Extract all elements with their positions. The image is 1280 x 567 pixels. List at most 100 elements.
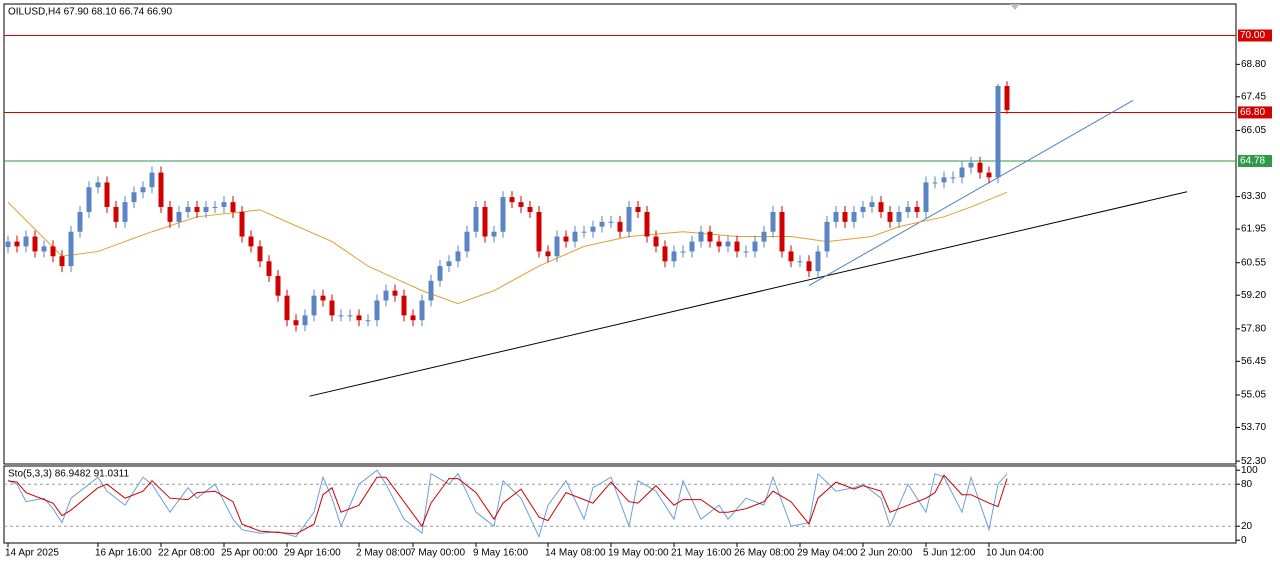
indicator-tick-label: 20 [1241,521,1253,532]
candle-body [770,211,776,232]
candle-body [869,202,875,207]
level-label: 66.80 [1240,107,1265,118]
candle-body [374,300,380,321]
candle-body [644,211,650,237]
candle-body [113,206,119,222]
candle-body [923,182,929,212]
candle-body [41,246,47,252]
candle-body [149,172,155,188]
candle-body [1004,85,1010,111]
candle-body [5,241,11,248]
candle-body [320,295,326,301]
candle-body [32,236,38,252]
candle-body [977,162,983,173]
candle-body [878,202,884,212]
candle-body [788,251,794,262]
candle-body [131,192,137,203]
candle-body [986,172,992,178]
candle-body [608,221,614,223]
x-tick-label: 26 May 08:00 [734,548,795,559]
y-tick-label: 55.05 [1241,390,1266,401]
candle-body [662,246,668,262]
candle-body [158,172,164,207]
candle-body [518,202,524,207]
candle-body [491,231,497,237]
x-tick-label: 5 Jun 12:00 [923,548,976,559]
y-tick-label: 53.70 [1241,422,1266,433]
candle-body [698,231,704,242]
candle-body [653,236,659,247]
y-tick-label: 59.20 [1241,290,1266,301]
candle-body [248,236,254,247]
candle-body [626,206,632,232]
candle-body [473,206,479,232]
candle-body [419,300,425,321]
candle-body [959,167,965,178]
level-label-box [1238,155,1272,168]
candle-body [239,211,245,237]
x-tick-label: 7 May 00:00 [410,548,465,559]
candle-body [995,85,1001,178]
candle-body [545,251,551,257]
candle-body [68,231,74,267]
candle-body [311,295,317,316]
candle-body [680,251,686,253]
candle-body [482,206,488,237]
candle-body [194,206,200,212]
candle-body [716,241,722,247]
level-label: 70.00 [1240,30,1265,41]
candle-body [140,187,146,193]
candle-body [752,241,758,252]
trendline [808,99,1134,287]
x-tick-label: 2 Jun 20:00 [860,548,913,559]
candle-body [779,211,785,252]
y-tick-label: 61.95 [1241,224,1266,235]
x-tick-label: 9 May 16:00 [473,548,528,559]
candle-body [887,211,893,222]
y-tick-label: 63.30 [1241,191,1266,202]
indicator-panel [3,465,1237,544]
candle-body [365,320,371,322]
candle-body [86,187,92,212]
x-tick-label: 25 Apr 00:00 [221,548,278,559]
candle-body [536,211,542,252]
candle-body [815,251,821,272]
candle-body [671,251,677,262]
candle-body [428,280,434,301]
candle-body [842,211,848,222]
candle-body [203,206,209,212]
candle-body [968,162,974,168]
indicator-tick-label: 80 [1241,479,1253,490]
candle-body [14,241,20,247]
candle-body [617,221,623,232]
y-tick-label: 52.30 [1241,456,1266,467]
candle-body [707,231,713,242]
candle-body [230,202,236,212]
candle-body [122,202,128,222]
candle-body [329,300,335,316]
x-tick-label: 14 May 08:00 [545,548,606,559]
candle-body [509,197,515,203]
y-tick-label: 60.55 [1241,257,1266,268]
candle-body [104,182,110,207]
candle-body [356,315,362,321]
candle-body [914,206,920,212]
level-label: 64.78 [1240,156,1265,167]
indicator-title: Sto(5,3,3) 86.9482 91.0311 [8,469,129,480]
y-tick-label: 57.80 [1241,324,1266,335]
chart-header: OILUSD,H4 67.90 68.10 66.74 66.90 [8,7,172,18]
candle-body [59,256,65,267]
candle-body [302,315,308,326]
candle-body [383,290,389,301]
candle-body [824,221,830,252]
indicator-tick-label: 100 [1241,465,1258,476]
candle-body [743,251,749,253]
candle-body [284,295,290,321]
x-tick-label: 16 Apr 16:00 [95,548,152,559]
candle-body [860,206,866,212]
y-tick-label: 67.45 [1241,91,1266,102]
candle-body [176,211,182,222]
x-tick-label: 29 May 04:00 [797,548,858,559]
candle-body [275,275,281,296]
